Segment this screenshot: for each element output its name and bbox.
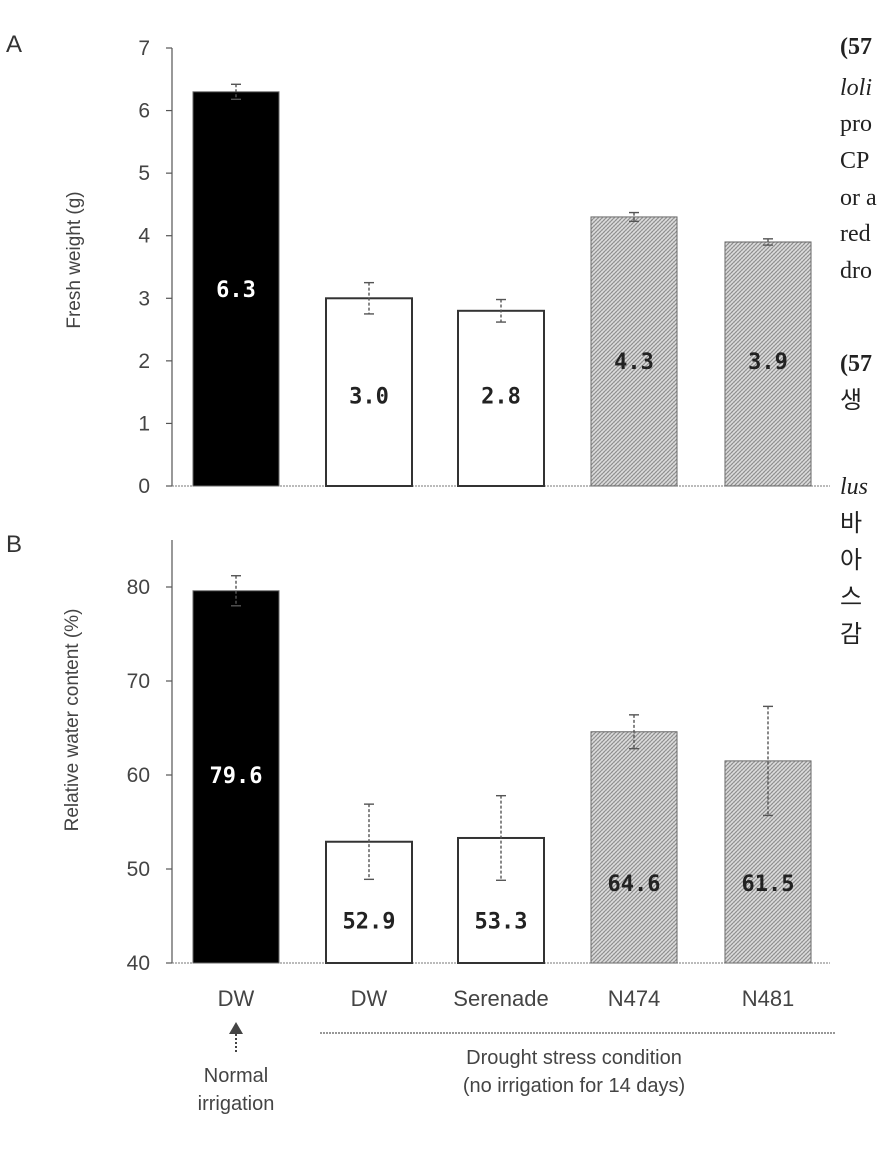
value-label-a-4: 4.3 xyxy=(614,350,654,375)
y-tick-label-a-0: 0 xyxy=(138,475,150,498)
normal-label-line1: Normal xyxy=(204,1065,268,1087)
value-label-a-1: 6.3 xyxy=(216,278,256,303)
side-text-1: (57 xyxy=(840,34,872,60)
side-text-14: 감 xyxy=(840,621,862,648)
y-tick-label-a-4: 4 xyxy=(138,225,150,248)
bar-a-1 xyxy=(192,91,280,487)
side-text-4: CP xyxy=(840,148,869,174)
side-text-6: red xyxy=(840,221,871,247)
y-tick-label-a-1: 1 xyxy=(138,412,150,435)
panel-label-b: B xyxy=(6,531,22,558)
side-text-2: loli xyxy=(840,75,872,101)
category-label-3: Serenade xyxy=(453,986,548,1011)
side-text-8: (57 xyxy=(840,351,872,377)
normal-label-line2: irrigation xyxy=(198,1093,275,1115)
side-text-9: 생 xyxy=(840,387,862,414)
side-text-5: or a xyxy=(840,185,877,211)
value-label-a-5: 3.9 xyxy=(748,350,788,375)
value-label-a-2: 3.0 xyxy=(349,384,389,409)
bar-a-3 xyxy=(457,309,545,487)
y-tick-label-a-5: 5 xyxy=(138,162,150,185)
value-label-b-3: 53.3 xyxy=(475,910,528,935)
y-axis-label-a: Fresh weight (g) xyxy=(64,191,85,328)
side-text-3: pro xyxy=(840,111,872,137)
side-text-11: 바 xyxy=(840,510,862,537)
y-axis-label-b: Relative water content (%) xyxy=(62,609,83,832)
side-text-13: 스 xyxy=(840,585,862,611)
y-tick-label-a-3: 3 xyxy=(138,287,150,310)
y-tick-label-b-0: 40 xyxy=(127,952,150,975)
drought-label-line1: Drought stress condition xyxy=(466,1047,682,1069)
drought-label-line2: (no irrigation for 14 days) xyxy=(463,1075,685,1097)
side-text-12: 아 xyxy=(840,548,862,574)
y-tick-label-a-7: 7 xyxy=(138,37,150,60)
y-tick-label-b-4: 80 xyxy=(127,576,150,599)
y-tick-label-b-3: 70 xyxy=(127,670,150,693)
category-label-4: N474 xyxy=(608,986,661,1011)
value-label-b-5: 61.5 xyxy=(742,872,795,897)
side-text-7: dro xyxy=(840,258,872,284)
value-label-a-3: 2.8 xyxy=(481,384,521,409)
bar-b-4 xyxy=(590,731,678,964)
y-tick-label-b-1: 50 xyxy=(127,858,150,881)
y-tick-label-a-2: 2 xyxy=(138,350,150,373)
panel-label-a: A xyxy=(6,31,22,58)
bar-a-2 xyxy=(325,297,413,487)
value-label-b-4: 64.6 xyxy=(608,872,661,897)
category-label-1: DW xyxy=(218,986,255,1011)
bar-b-1 xyxy=(192,590,280,964)
value-label-b-1: 79.6 xyxy=(210,764,263,789)
category-label-5: N481 xyxy=(742,986,795,1011)
bar-b-5 xyxy=(724,760,812,964)
value-label-b-2: 52.9 xyxy=(343,910,396,935)
normal-arrow-icon xyxy=(229,1022,243,1034)
y-tick-label-b-2: 60 xyxy=(127,764,150,787)
panel-a-marks: 0 1 2 3 4 5 6 7 6.3 3.0 2.8 4.3 3.9 xyxy=(138,37,812,498)
y-tick-label-a-6: 6 xyxy=(138,100,150,123)
category-label-2: DW xyxy=(351,986,388,1011)
panel-b-marks: 40 50 60 70 80 79.6 52.9 53.3 64.6 61.5 xyxy=(127,575,812,975)
bar-a-4 xyxy=(590,216,678,487)
bar-a-5 xyxy=(724,241,812,487)
side-text-10: lus xyxy=(840,474,868,500)
